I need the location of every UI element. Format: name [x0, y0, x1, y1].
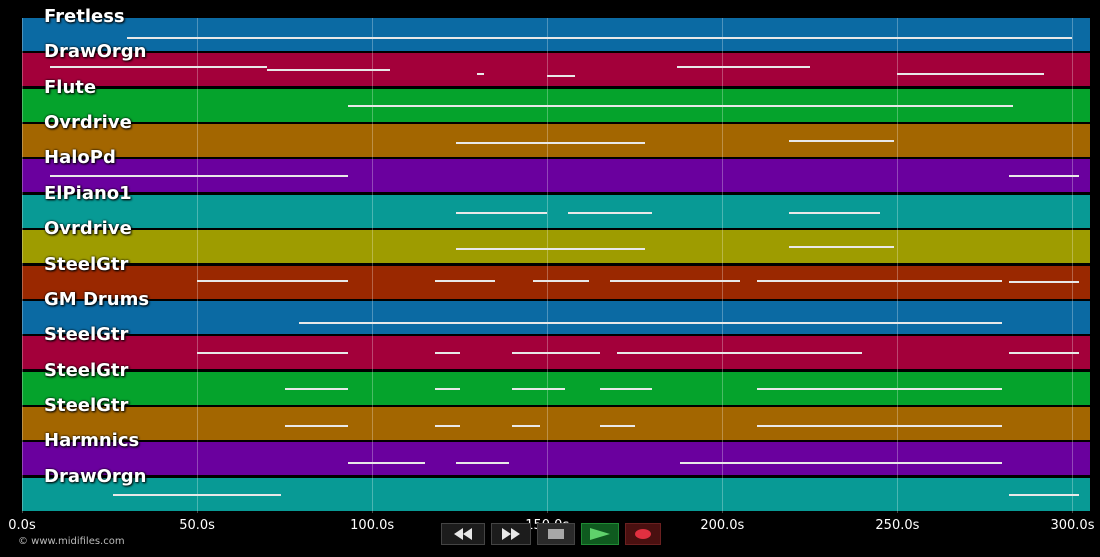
note-stroke	[347, 461, 425, 464]
copyright-text: © www.midifiles.com	[18, 536, 125, 547]
grid-line	[722, 18, 724, 513]
note-stroke	[435, 387, 460, 390]
tick-label: 200.0s	[700, 518, 745, 533]
note-stroke	[862, 387, 1003, 390]
note-stroke	[1009, 175, 1080, 178]
track-label: ElPiano1	[44, 182, 132, 204]
fast-forward-icon	[502, 528, 520, 540]
track-band	[22, 442, 1090, 477]
stop-icon	[548, 529, 564, 539]
track-band	[22, 53, 1090, 88]
grid-line	[22, 18, 23, 513]
tick-label: 300.0s	[1050, 518, 1095, 533]
track-label: GM Drums	[44, 288, 150, 310]
note-stroke	[512, 387, 565, 390]
note-stroke	[456, 461, 509, 464]
note-stroke	[456, 141, 646, 144]
note-stroke	[1009, 493, 1080, 496]
rewind-button[interactable]	[441, 523, 485, 545]
tick-label: 50.0s	[179, 518, 215, 533]
track-label: DrawOrgn	[44, 465, 147, 487]
note-stroke	[533, 279, 590, 282]
track-label: Flute	[44, 76, 97, 98]
track-label: Ovrdrive	[44, 112, 132, 134]
tick-label: 250.0s	[875, 518, 920, 533]
note-stroke	[1009, 281, 1080, 284]
note-stroke	[610, 279, 740, 282]
tick-label: 100.0s	[350, 518, 395, 533]
note-stroke	[197, 279, 348, 282]
track-label: SteelGtr	[44, 253, 129, 275]
track-band	[22, 18, 1090, 52]
track-band	[22, 124, 1090, 159]
note-stroke	[435, 352, 460, 355]
track-area	[22, 18, 1090, 513]
note-stroke	[512, 352, 600, 355]
note-stroke	[788, 246, 894, 249]
note-stroke	[113, 493, 282, 496]
note-stroke	[757, 424, 1003, 427]
note-stroke	[50, 65, 268, 68]
track-band	[22, 265, 1090, 300]
note-stroke	[788, 212, 880, 215]
play-button[interactable]	[581, 523, 619, 545]
note-stroke	[547, 74, 576, 77]
track-band	[22, 300, 1090, 335]
note-stroke	[435, 424, 460, 427]
track-label: Fretless	[44, 6, 125, 27]
tick-label: 0.0s	[8, 518, 36, 533]
note-stroke	[127, 37, 1073, 40]
transport-controls	[441, 523, 661, 545]
note-stroke	[788, 139, 894, 142]
track-label: SteelGtr	[44, 359, 129, 381]
note-stroke	[298, 322, 1003, 325]
note-stroke	[599, 387, 653, 390]
note-stroke	[568, 212, 653, 215]
track-label: SteelGtr	[44, 324, 129, 346]
record-button[interactable]	[625, 523, 661, 545]
note-stroke	[284, 424, 348, 427]
note-stroke	[676, 65, 810, 68]
track-label: DrawOrgn	[44, 41, 147, 63]
grid-line	[372, 18, 374, 513]
track-band	[22, 406, 1090, 441]
track-label: SteelGtr	[44, 394, 129, 416]
note-stroke	[617, 352, 863, 355]
note-stroke	[897, 72, 1045, 75]
track-band	[22, 230, 1090, 265]
play-icon	[590, 528, 610, 540]
note-stroke	[599, 424, 635, 427]
track-label: HaloPd	[44, 147, 116, 169]
track-label: Harmnics	[44, 430, 140, 452]
rewind-icon	[454, 528, 472, 540]
note-stroke	[435, 279, 495, 282]
track-label: Ovrdrive	[44, 218, 132, 240]
stop-button[interactable]	[537, 523, 575, 545]
note-stroke	[267, 69, 390, 72]
note-stroke	[757, 279, 1003, 282]
note-stroke	[50, 175, 348, 178]
note-stroke	[757, 387, 863, 390]
record-icon	[635, 529, 651, 539]
note-stroke	[477, 72, 485, 75]
track-band	[22, 194, 1090, 229]
note-stroke	[456, 212, 548, 215]
note-stroke	[284, 387, 348, 390]
grid-line	[547, 18, 549, 513]
note-stroke	[680, 461, 1003, 464]
note-stroke	[1009, 352, 1080, 355]
note-stroke	[347, 104, 1013, 107]
grid-line	[1072, 18, 1074, 513]
note-stroke	[512, 424, 541, 427]
note-stroke	[456, 247, 646, 250]
grid-line	[197, 18, 199, 513]
fast-forward-button[interactable]	[491, 523, 531, 545]
grid-line	[897, 18, 899, 513]
note-stroke	[197, 352, 348, 355]
